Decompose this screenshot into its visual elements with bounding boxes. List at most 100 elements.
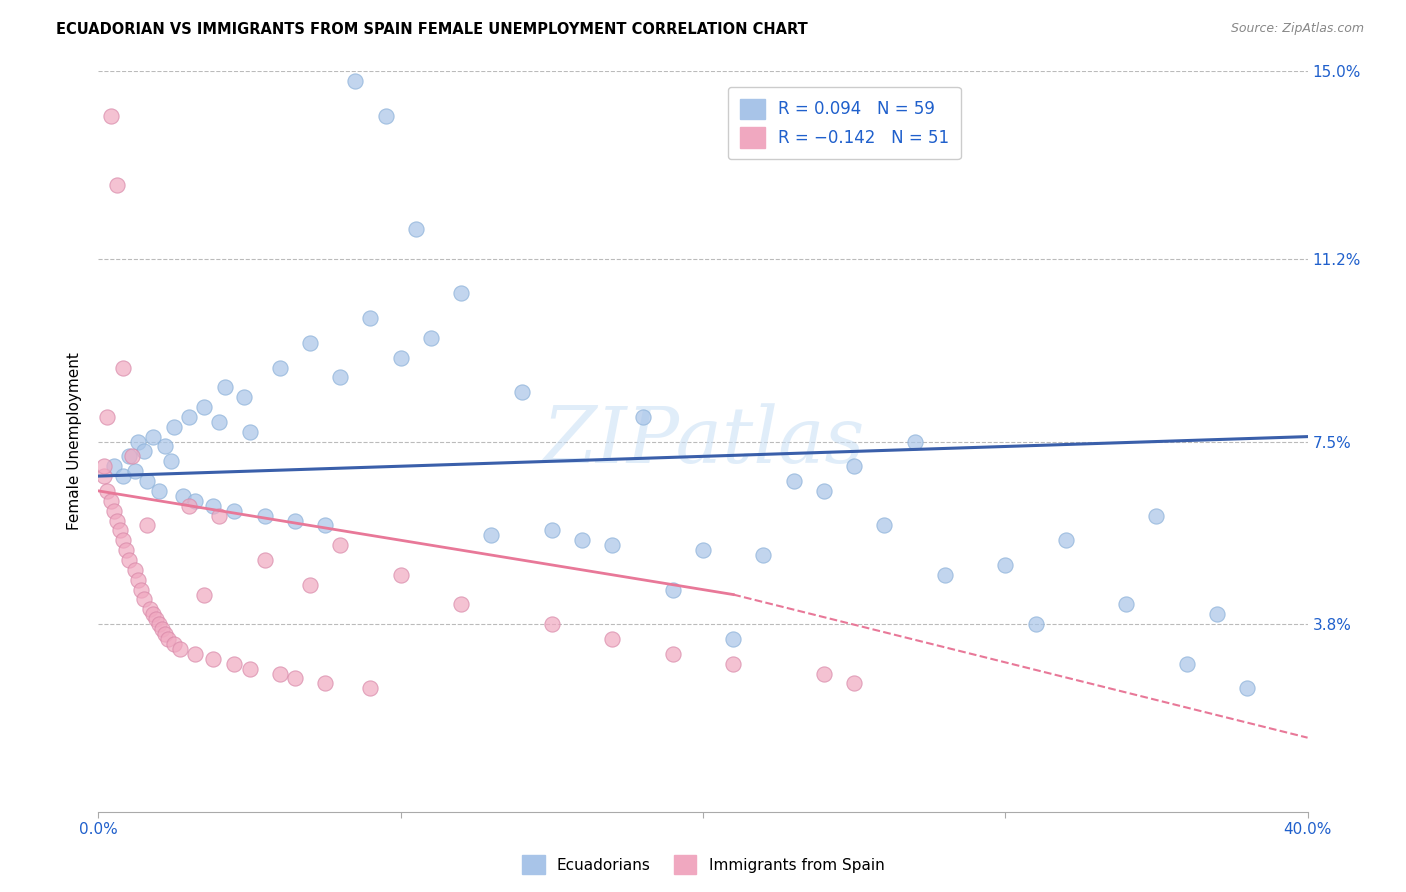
Point (142, 429, 165, 443)
Point (1144, 508, 1167, 523)
Point (723, 657, 745, 671)
Point (239, 662, 262, 676)
Point (269, 666, 291, 681)
Point (111, 469, 134, 483)
Point (184, 493, 207, 508)
Point (127, 434, 149, 449)
Point (360, 681, 382, 696)
Point (132, 592, 155, 607)
Point (214, 380, 236, 394)
Point (193, 588, 215, 602)
Point (179, 499, 201, 513)
Point (631, 409, 654, 424)
Point (844, 459, 866, 474)
Point (142, 607, 165, 622)
Point (1054, 533, 1077, 548)
Point (405, 222, 427, 236)
Point (156, 632, 179, 646)
Point (103, 503, 125, 517)
Point (844, 676, 866, 690)
Point (1236, 681, 1258, 696)
Point (208, 508, 231, 523)
Point (813, 483, 835, 498)
Point (994, 558, 1017, 572)
Point (111, 533, 134, 548)
Point (163, 637, 186, 651)
Point (224, 657, 246, 671)
Point (360, 311, 382, 326)
Point (129, 582, 152, 597)
Point (420, 331, 443, 345)
Point (118, 553, 141, 567)
Point (450, 286, 472, 301)
Point (934, 567, 956, 582)
Point (153, 440, 176, 454)
Point (374, 109, 396, 123)
Point (1024, 617, 1046, 632)
Point (105, 514, 128, 528)
Point (239, 425, 262, 439)
Point (93, 459, 115, 474)
Point (135, 474, 157, 488)
Point (752, 548, 775, 562)
Point (253, 553, 276, 567)
Point (284, 514, 307, 528)
Point (184, 647, 207, 661)
Point (224, 503, 246, 517)
Point (172, 489, 194, 503)
Point (253, 508, 276, 523)
Point (103, 459, 125, 474)
Point (153, 627, 176, 641)
Point (389, 567, 412, 582)
Text: Source: ZipAtlas.com: Source: ZipAtlas.com (1230, 22, 1364, 36)
Point (202, 651, 225, 665)
Point (163, 419, 186, 434)
Point (269, 360, 291, 375)
Point (150, 622, 173, 636)
Point (314, 518, 336, 533)
Point (232, 390, 254, 404)
Point (124, 563, 146, 577)
Point (481, 528, 503, 542)
Point (1206, 607, 1229, 622)
Point (108, 524, 131, 538)
Point (540, 524, 562, 538)
Legend: R = 0.094   N = 59, R = −0.142   N = 51: R = 0.094 N = 59, R = −0.142 N = 51 (728, 87, 960, 160)
Point (510, 385, 533, 400)
Point (148, 483, 170, 498)
Point (284, 672, 307, 686)
Point (105, 178, 128, 192)
Point (661, 582, 683, 597)
Point (873, 518, 896, 533)
Point (148, 617, 170, 632)
Point (100, 493, 122, 508)
Point (145, 612, 167, 626)
Point (118, 450, 141, 464)
Point (96, 483, 118, 498)
Point (1115, 598, 1137, 612)
Point (389, 351, 412, 365)
Point (193, 400, 215, 414)
Point (692, 543, 714, 558)
Point (602, 632, 624, 646)
Point (450, 598, 472, 612)
Point (127, 573, 149, 587)
Point (114, 543, 136, 558)
Point (100, 109, 122, 123)
Point (124, 464, 146, 478)
Point (96, 409, 118, 424)
Point (111, 360, 134, 375)
Point (1175, 657, 1198, 671)
Point (783, 474, 806, 488)
Point (813, 666, 835, 681)
Point (135, 518, 157, 533)
Point (571, 533, 593, 548)
Point (661, 647, 683, 661)
Point (169, 641, 191, 656)
Point (139, 602, 162, 616)
Text: ZIPatlas: ZIPatlas (541, 403, 865, 480)
Point (540, 617, 562, 632)
Point (160, 454, 183, 468)
Point (299, 577, 322, 591)
Point (299, 335, 322, 350)
